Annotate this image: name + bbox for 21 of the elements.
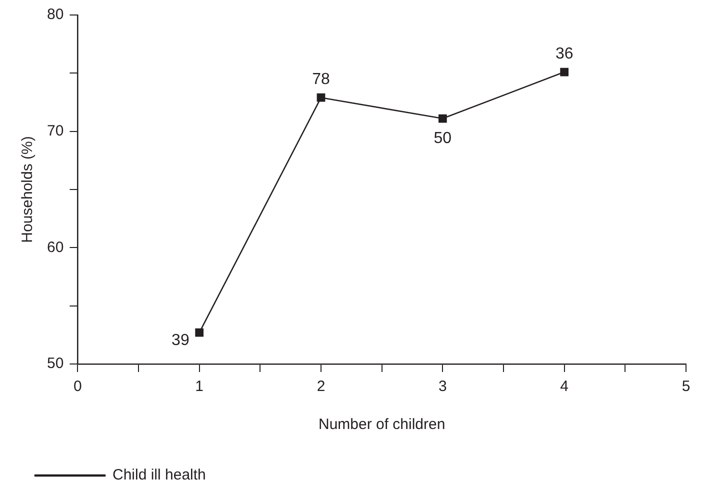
legend-label: Child ill health	[112, 466, 206, 484]
y-axis-title: Households (%)	[19, 136, 36, 243]
y-tick-label: 70	[46, 122, 64, 140]
point	[316, 93, 326, 102]
annotation: 36	[555, 45, 574, 62]
annotation: 50	[434, 130, 452, 147]
x-tick-label: 1	[195, 378, 204, 396]
y-tick-label: 60	[46, 238, 64, 256]
x-tick-label: 5	[682, 378, 690, 396]
y-tick-label: 80	[46, 6, 64, 24]
point	[195, 328, 204, 337]
x-tick-label: 0	[74, 378, 82, 396]
point	[438, 114, 447, 123]
x-tick-label: 2	[316, 378, 326, 396]
y-tick-label: 50	[46, 355, 64, 372]
annotation: 39	[172, 332, 190, 349]
annotation: 78	[312, 71, 330, 88]
point	[560, 68, 569, 76]
x-tick-label: 3	[438, 378, 447, 396]
x-tick-label: 4	[560, 378, 569, 396]
x-axis-title: Number of children	[318, 416, 446, 434]
